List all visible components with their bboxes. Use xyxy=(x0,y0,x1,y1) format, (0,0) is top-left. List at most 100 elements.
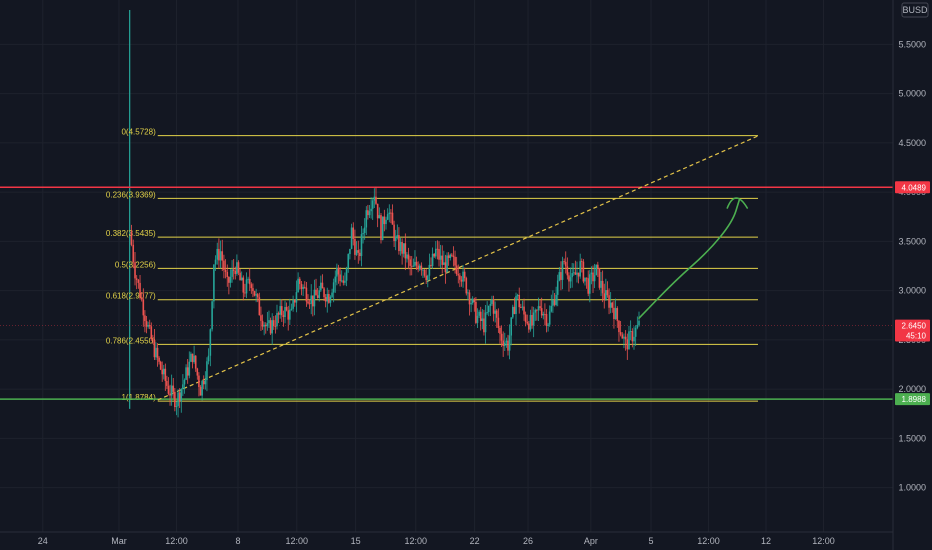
candle-body xyxy=(495,310,498,318)
candle-body xyxy=(318,290,321,298)
y-axis-tick-label: 1.0000 xyxy=(898,483,926,493)
x-axis[interactable]: 24 Mar 12:00 8 12:00 15 12:00 22 26 Apr 5 12:00 12 12… xyxy=(38,536,835,546)
candle-body xyxy=(295,292,298,303)
candle-body xyxy=(232,269,235,271)
candle-body xyxy=(383,216,386,225)
projection-arrow-path[interactable] xyxy=(638,199,741,320)
y-axis-background xyxy=(893,0,932,550)
candle-body xyxy=(475,301,477,323)
candle-body xyxy=(239,272,241,281)
candle-body xyxy=(520,307,522,308)
candle-body xyxy=(500,333,503,341)
candle-body xyxy=(638,320,640,326)
candle-body xyxy=(315,289,317,296)
candle-body xyxy=(186,367,189,376)
candle-body xyxy=(258,297,261,316)
candle-body xyxy=(603,293,606,300)
candle-body xyxy=(396,235,399,237)
currency-badge xyxy=(901,2,929,18)
candle-body xyxy=(633,336,635,342)
x-axis-tick-label: 15 xyxy=(351,536,361,546)
candle-body xyxy=(326,293,329,302)
candle-body xyxy=(284,307,286,318)
candle-body xyxy=(153,339,156,358)
candle-body xyxy=(375,196,377,204)
candlestick-series xyxy=(130,186,640,418)
candle-body xyxy=(162,368,165,375)
candle-body xyxy=(150,326,153,340)
candle-body xyxy=(261,320,264,327)
candle-body xyxy=(177,392,179,407)
candle-body xyxy=(271,320,273,334)
candle-body xyxy=(631,331,634,342)
candle-body xyxy=(394,236,397,242)
candle-body xyxy=(152,339,154,340)
candle-body xyxy=(561,261,564,280)
candle-body xyxy=(572,272,575,274)
candle-body xyxy=(132,244,135,263)
candle-body xyxy=(577,272,580,277)
candle-body xyxy=(576,272,578,275)
candle-body xyxy=(518,294,521,308)
candle-body xyxy=(365,210,368,228)
candle-body xyxy=(218,248,220,261)
candle-body xyxy=(381,216,384,241)
candle-body xyxy=(449,254,452,258)
candle-body xyxy=(266,323,269,327)
candle-body xyxy=(569,277,572,282)
price-tag-label: 4.0489 xyxy=(902,183,927,192)
price-tag-badge xyxy=(895,329,930,342)
fib-level-label: 0.786(2.4550) xyxy=(106,336,156,345)
candle-body xyxy=(597,264,599,269)
candle-body xyxy=(479,311,482,321)
candle-body xyxy=(402,243,405,254)
candle-body xyxy=(167,385,170,394)
candle-body xyxy=(170,385,173,396)
candle-body xyxy=(407,254,410,260)
candle-body xyxy=(240,277,243,281)
candle-body xyxy=(388,212,391,215)
candle-body xyxy=(473,298,476,302)
projection-arrow-head[interactable] xyxy=(726,197,749,209)
candle-body xyxy=(436,248,439,250)
trendline[interactable] xyxy=(157,135,759,401)
candle-body xyxy=(147,325,149,327)
candle-body xyxy=(446,255,448,273)
candle-body xyxy=(452,255,455,257)
candle-body xyxy=(324,297,327,302)
candle-body xyxy=(489,303,492,306)
candle-body xyxy=(329,296,332,303)
candle-body xyxy=(300,283,303,290)
candle-body xyxy=(290,308,293,310)
candle-body xyxy=(613,307,615,319)
candle-body xyxy=(144,315,146,321)
ascending-trendline[interactable] xyxy=(157,135,759,401)
candle-body xyxy=(231,269,233,277)
candle-body xyxy=(228,277,230,283)
candle-body xyxy=(487,305,490,313)
candle-body xyxy=(391,212,394,225)
candle-body xyxy=(539,306,541,309)
candle-body xyxy=(451,254,453,256)
candle-body xyxy=(207,355,210,362)
candle-body xyxy=(159,361,162,370)
candle-body xyxy=(497,317,500,328)
candle-body xyxy=(134,262,136,279)
candle-body xyxy=(337,267,340,275)
candle-body xyxy=(425,275,427,281)
candle-body xyxy=(470,303,472,305)
horizontal-levels[interactable] xyxy=(0,186,893,400)
candle-body xyxy=(237,262,240,273)
candle-body xyxy=(135,278,138,280)
candle-body xyxy=(156,347,159,358)
candle-body xyxy=(462,271,464,282)
x-axis-tick-label: 12:00 xyxy=(286,536,309,546)
projection-arrow[interactable] xyxy=(638,197,749,320)
x-axis-tick-label: Mar xyxy=(111,536,127,546)
x-axis-tick-label: 12:00 xyxy=(404,536,427,546)
candle-body xyxy=(465,278,468,294)
candle-body xyxy=(553,300,556,305)
candle-body xyxy=(600,280,602,288)
